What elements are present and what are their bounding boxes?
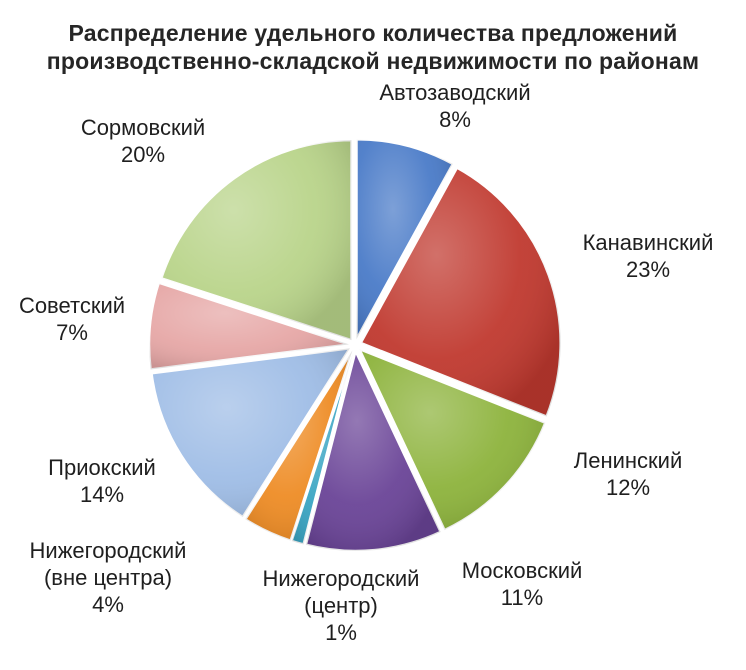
slice-percent: 23% — [626, 257, 670, 282]
pie-slice-3 — [358, 347, 547, 532]
slice-percent: 12% — [606, 475, 650, 500]
slice-name: (вне центра) — [44, 565, 172, 590]
chart-title-line-1: Распределение удельного количества предл… — [68, 20, 678, 46]
pie-slice-2 — [359, 166, 562, 418]
slice-name: Сормовский — [81, 115, 205, 140]
chart-title-line-2: производственно-складской недвижимости п… — [46, 48, 700, 74]
pie-slice-1 — [355, 137, 455, 341]
slice-label-9: Сормовский 20% — [81, 115, 205, 167]
slice-name: Канавинский — [583, 230, 714, 255]
slice-label-8: Советский 7% — [19, 293, 125, 345]
slice-percent: 4% — [92, 592, 124, 617]
slice-label-7: Приокский 14% — [48, 455, 156, 507]
slice-name: Автозаводский — [379, 80, 530, 105]
slice-name: Приокский — [48, 455, 156, 480]
slice-percent: 14% — [80, 482, 124, 507]
slice-label-6: Нижегородский (вне центра) 4% — [30, 538, 187, 617]
pie-slice-9 — [160, 138, 353, 342]
slice-name: Нижегородский — [263, 566, 420, 591]
slice-name: (центр) — [304, 593, 378, 618]
slice-label-2: Канавинский 23% — [583, 230, 714, 282]
pie-slice-4 — [304, 349, 442, 553]
slice-name: Ленинский — [574, 448, 682, 473]
slice-percent: 11% — [501, 585, 543, 610]
slice-label-5: Нижегородский (центр) 1% — [263, 566, 420, 645]
slice-label-3: Ленинский 12% — [574, 448, 682, 500]
pie-slice-8 — [147, 281, 351, 371]
slice-percent: 8% — [439, 107, 471, 132]
slice-name: Советский — [19, 293, 125, 318]
slice-name: Нижегородский — [30, 538, 187, 563]
pie-slice-6 — [244, 349, 354, 542]
slice-label-4: Московский 11% — [462, 558, 583, 610]
slice-label-1: Автозаводский 8% — [379, 80, 530, 132]
pie-slice-7 — [150, 346, 352, 519]
slice-name: Московский — [462, 558, 583, 583]
slice-percent: 20% — [121, 142, 165, 167]
slice-percent: 1% — [325, 620, 357, 645]
slice-percent: 7% — [56, 320, 88, 345]
